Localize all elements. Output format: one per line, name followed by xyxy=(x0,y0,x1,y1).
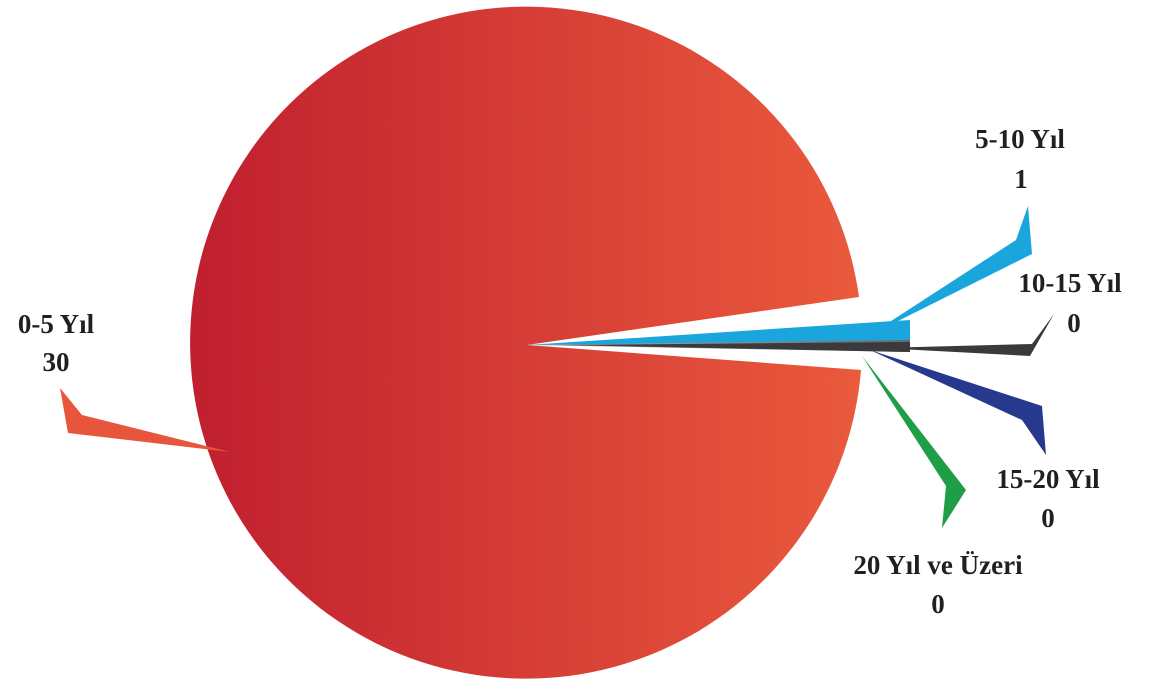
pie-slice-10-15-yil xyxy=(560,342,910,352)
label-value-15-20-yil: 0 xyxy=(1041,503,1055,533)
label-value-5-10-yil: 1 xyxy=(1014,164,1028,194)
label-name-15-20-yil: 15-20 Yıl xyxy=(996,464,1100,494)
leader-5-10-yil xyxy=(868,206,1032,336)
label-value-20-yil-ve-uzeri: 0 xyxy=(931,589,945,619)
label-value-0-5-yil: 30 xyxy=(43,347,70,377)
label-name-20-yil-ve-uzeri: 20 Yıl ve Üzeri xyxy=(853,550,1023,580)
leader-15-20-yil xyxy=(870,350,1046,455)
leader-10-15-yil xyxy=(880,314,1054,356)
pie-slice-5-10-yil xyxy=(527,320,910,345)
label-name-0-5-yil: 0-5 Yıl xyxy=(18,309,95,339)
label-name-5-10-yil: 5-10 Yıl xyxy=(975,124,1065,154)
pie-slice-0-5-yil xyxy=(190,6,861,679)
label-value-10-15-yil: 0 xyxy=(1067,308,1081,338)
leader-0-5-yil xyxy=(60,388,230,452)
label-name-10-15-yil: 10-15 Yıl xyxy=(1018,268,1122,298)
